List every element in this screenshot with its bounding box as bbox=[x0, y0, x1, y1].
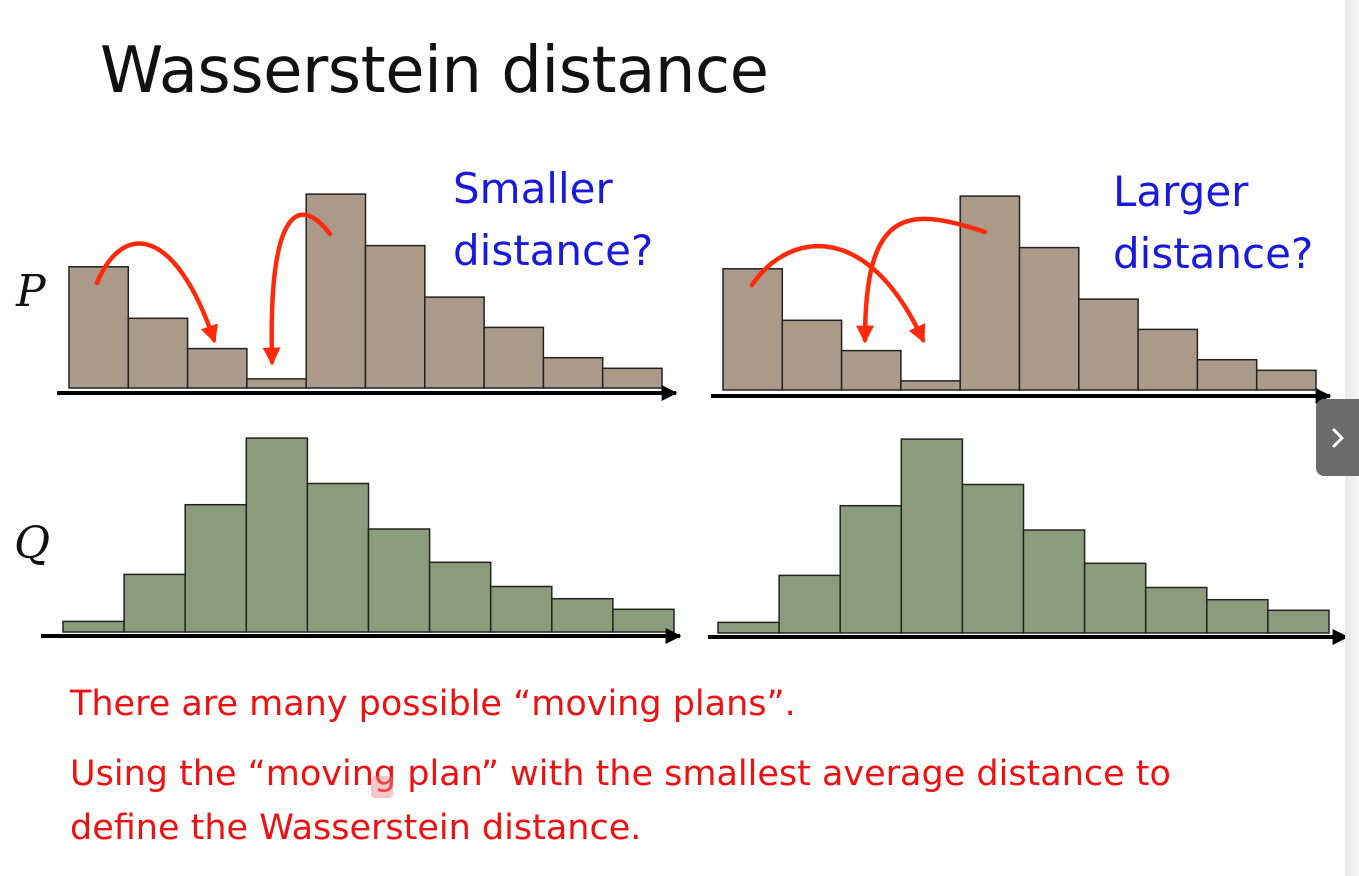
bar-q-right-5 bbox=[961, 483, 1025, 634]
bar-q-right-1 bbox=[717, 621, 780, 634]
label-q: Q bbox=[14, 518, 51, 569]
bar-p-left-6 bbox=[364, 244, 426, 389]
bar-p-right-9 bbox=[1196, 358, 1258, 391]
chevron-right-icon bbox=[1332, 428, 1343, 447]
bar-p-right-10 bbox=[1255, 369, 1317, 391]
bar-q-left-2 bbox=[123, 573, 186, 633]
bar-p-left-3 bbox=[186, 347, 248, 389]
arrow-left-2 bbox=[262, 212, 333, 366]
bar-q-left-7 bbox=[428, 561, 492, 633]
bar-q-left-9 bbox=[551, 597, 614, 633]
bar-q-left-10 bbox=[612, 608, 675, 633]
slide-title: Wasserstein distance bbox=[100, 34, 769, 108]
arrow-right-2 bbox=[856, 216, 988, 344]
left-question-line1: Smaller bbox=[453, 164, 613, 213]
bar-q-right-4 bbox=[900, 438, 964, 634]
right-question-line1: Larger bbox=[1113, 167, 1249, 216]
bar-q-right-7 bbox=[1083, 562, 1147, 634]
bar-p-left-9 bbox=[542, 356, 604, 389]
body-line-1: There are many possible “moving plans”. bbox=[70, 684, 796, 724]
bar-q-left-8 bbox=[489, 585, 553, 633]
bar-p-right-3 bbox=[840, 349, 902, 391]
bar-p-right-6 bbox=[1018, 246, 1080, 391]
next-slide-button[interactable] bbox=[1316, 399, 1359, 476]
bar-p-left-1 bbox=[68, 266, 130, 389]
bar-q-right-10 bbox=[1267, 609, 1330, 634]
bar-q-left-1 bbox=[62, 620, 125, 633]
left-question-line2: distance? bbox=[453, 226, 654, 275]
right-question-line2: distance? bbox=[1113, 229, 1314, 278]
bar-q-right-2 bbox=[778, 574, 841, 634]
label-p: P bbox=[16, 266, 46, 317]
left-question: Smaller distance? bbox=[453, 158, 653, 282]
bar-q-right-8 bbox=[1144, 586, 1208, 634]
bar-q-right-6 bbox=[1022, 529, 1086, 634]
bar-q-left-3 bbox=[184, 503, 248, 633]
arrow-right-1 bbox=[749, 244, 926, 344]
bar-p-left-8 bbox=[483, 326, 545, 389]
histogram-charts bbox=[41, 193, 1345, 645]
bar-p-left-2 bbox=[127, 317, 189, 389]
bar-p-left-7 bbox=[424, 296, 485, 389]
body-line-2: Using the “moving plan” with the smalles… bbox=[70, 754, 1171, 794]
bar-p-right-2 bbox=[781, 319, 843, 391]
bar-q-left-6 bbox=[367, 528, 431, 633]
moving-arrows bbox=[94, 212, 988, 366]
mouse-pointer-highlight bbox=[371, 776, 393, 798]
bar-p-left-5 bbox=[305, 193, 367, 389]
body-line-3: define the Wasserstein distance. bbox=[70, 808, 642, 848]
bar-p-right-8 bbox=[1137, 328, 1199, 391]
bar-q-left-5 bbox=[306, 482, 370, 633]
right-question: Larger distance? bbox=[1113, 161, 1313, 285]
arrow-left-1 bbox=[94, 241, 218, 344]
bar-p-left-4 bbox=[246, 378, 307, 389]
bar-q-right-9 bbox=[1206, 598, 1269, 634]
bar-p-right-7 bbox=[1078, 298, 1139, 391]
bar-p-left-10 bbox=[601, 367, 663, 389]
bar-q-right-3 bbox=[839, 504, 903, 634]
bar-q-left-4 bbox=[245, 437, 309, 633]
bar-p-right-4 bbox=[900, 380, 961, 391]
